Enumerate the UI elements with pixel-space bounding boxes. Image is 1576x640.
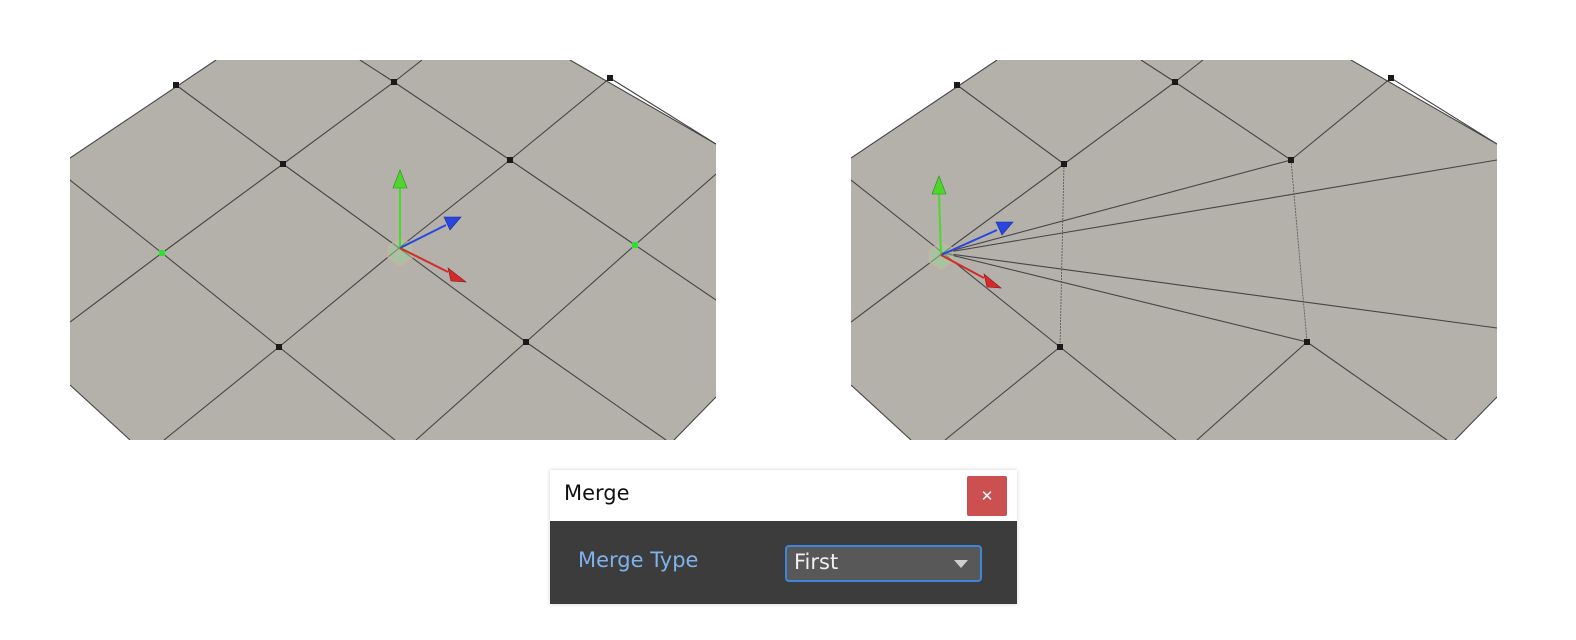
gizmo-x-axis[interactable]: [940, 254, 985, 279]
vertex[interactable]: [276, 344, 282, 350]
vertex[interactable]: [1172, 79, 1178, 85]
gizmo-x-arrow-icon[interactable]: [447, 267, 467, 283]
transform-gizmo[interactable]: [928, 175, 1014, 289]
vertex[interactable]: [1057, 344, 1063, 350]
mesh-after[interactable]: [851, 60, 1497, 440]
merge-type-label: Merge Type: [578, 548, 699, 572]
vertex[interactable]: [507, 157, 513, 163]
gizmo-x-arrow-icon[interactable]: [983, 273, 1002, 289]
gizmo-y-arrow-icon[interactable]: [931, 175, 947, 195]
vertex[interactable]: [1288, 157, 1294, 163]
gizmo-y-axis[interactable]: [938, 193, 942, 256]
gizmo-z-axis[interactable]: [940, 229, 998, 256]
mesh-edges: [851, 60, 1497, 440]
gizmo-z-arrow-icon[interactable]: [443, 216, 462, 231]
mesh-face: [851, 60, 1497, 440]
merge-dialog: Merge ✕ Merge Type First: [550, 470, 1017, 604]
selected-vertex[interactable]: [159, 250, 165, 256]
vertex[interactable]: [1388, 75, 1394, 81]
vertex[interactable]: [173, 82, 179, 88]
mesh-vertices[interactable]: [173, 75, 613, 350]
dialog-body: Merge Type First: [550, 521, 1017, 604]
mesh-before[interactable]: [70, 60, 716, 440]
transform-gizmo[interactable]: [387, 169, 467, 283]
gizmo-z-arrow-icon[interactable]: [995, 221, 1014, 236]
chevron-down-icon[interactable]: [954, 560, 968, 568]
dialog-titlebar[interactable]: Merge ✕: [550, 470, 1017, 521]
viewport-before-merge[interactable]: [70, 60, 716, 440]
gizmo-x-axis[interactable]: [399, 247, 449, 273]
mesh-edges: [70, 60, 716, 440]
vertex[interactable]: [1061, 161, 1067, 167]
vertex[interactable]: [523, 339, 529, 345]
selected-vertices[interactable]: [159, 242, 638, 256]
selected-vertex[interactable]: [632, 242, 638, 248]
close-icon[interactable]: ✕: [980, 486, 994, 505]
gizmo-z-axis[interactable]: [399, 224, 447, 249]
vertex[interactable]: [280, 161, 286, 167]
close-button[interactable]: ✕: [967, 476, 1007, 516]
merge-type-dropdown[interactable]: First: [785, 545, 982, 582]
vertex[interactable]: [1304, 339, 1310, 345]
viewport-after-merge[interactable]: [851, 60, 1497, 440]
vertex[interactable]: [391, 79, 397, 85]
vertex[interactable]: [607, 75, 613, 81]
merge-type-selected-value: First: [794, 550, 839, 574]
mesh-vertices[interactable]: [954, 75, 1394, 350]
vertex[interactable]: [954, 82, 960, 88]
gizmo-y-arrow-icon[interactable]: [392, 169, 408, 189]
dialog-title: Merge: [564, 481, 630, 505]
mesh-hidden-edges: [1059, 159, 1308, 348]
